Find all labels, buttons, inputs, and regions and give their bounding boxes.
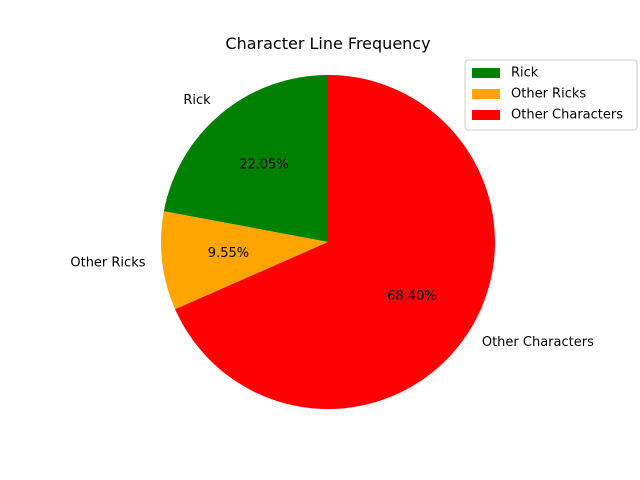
- legend: Rick Other Ricks Other Characters: [464, 59, 638, 131]
- chart-title: Character Line Frequency: [225, 34, 430, 53]
- legend-swatch-rick: [472, 68, 500, 78]
- pie-slice-rick: [163, 75, 328, 242]
- slice-label-other-ricks: Other Ricks: [70, 256, 145, 271]
- legend-label-other-characters: Other Characters: [511, 108, 623, 123]
- percent-label-rick: 22.05%: [239, 157, 289, 172]
- pie-slices: [161, 75, 495, 410]
- legend-swatch-other-ricks: [472, 89, 500, 99]
- slice-labels: Rick Other Ricks Other Characters: [70, 93, 594, 350]
- slice-label-other-characters: Other Characters: [482, 335, 594, 350]
- legend-label-other-ricks: Other Ricks: [511, 87, 586, 102]
- percent-label-other-ricks: 9.55%: [208, 246, 249, 261]
- legend-items: Rick Other Ricks Other Characters: [472, 66, 623, 123]
- percent-labels: 22.05% 9.55% 68.40%: [208, 157, 437, 304]
- pie-slice-other-ricks: [161, 211, 328, 310]
- percent-label-other-characters: 68.40%: [387, 289, 437, 304]
- pie-slice-other-characters: [175, 75, 495, 410]
- legend-label-rick: Rick: [511, 66, 539, 81]
- legend-frame: [464, 59, 638, 131]
- slice-label-rick: Rick: [183, 93, 211, 108]
- legend-swatch-other-characters: [472, 110, 500, 120]
